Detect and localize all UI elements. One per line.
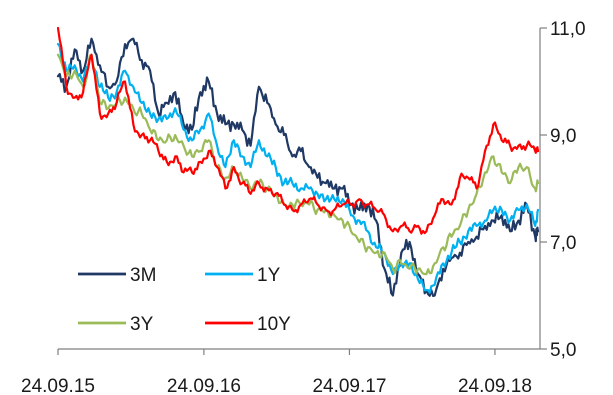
- y-tick-label: 7,0: [550, 233, 576, 254]
- legend-label-1y: 1Y: [257, 265, 281, 286]
- y-tick-label: 5,0: [550, 340, 576, 361]
- series-line-3y: [56, 53, 540, 276]
- y-tick-label: 11,0: [550, 19, 586, 40]
- legend-label-3m: 3M: [130, 265, 156, 286]
- series-line-3m: [56, 37, 540, 297]
- legend-label-10y: 10Y: [257, 314, 291, 335]
- x-tick-label: 24.09.15: [21, 376, 95, 395]
- x-tick-label: 24.09.16: [167, 376, 241, 395]
- series-line-10y: [56, 26, 540, 235]
- legend: 3M 1Y 3Y 10Y: [78, 265, 291, 335]
- axis-layer: 5,0 7,0 9,0 11,0 24.09.15 24.09.16 24.09.17 24.…: [21, 19, 586, 395]
- x-tick-label: 24.09.17: [312, 376, 386, 395]
- y-tick-label: 9,0: [550, 126, 576, 147]
- series-layer: [56, 26, 540, 297]
- x-tick-label: 24.09.18: [458, 376, 532, 395]
- series-line-1y: [56, 42, 540, 294]
- legend-label-3y: 3Y: [130, 314, 154, 335]
